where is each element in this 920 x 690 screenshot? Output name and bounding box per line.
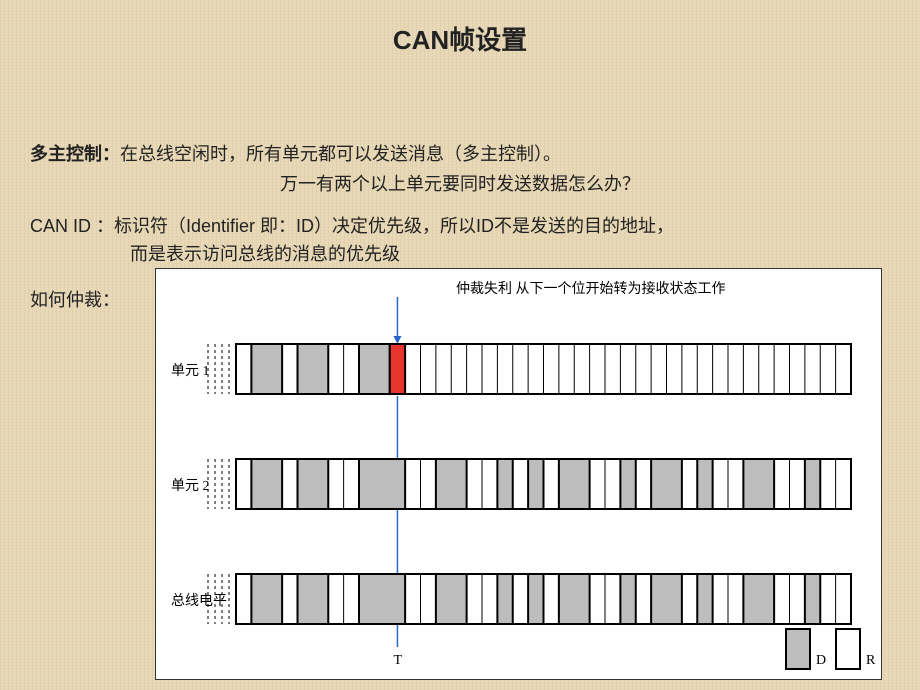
para2-line1: CAN ID ：标识符（Identifier 即：ID）决定优先级，所以ID不是… xyxy=(30,212,674,241)
bit-segment xyxy=(559,574,590,624)
bit-segment xyxy=(497,459,512,509)
bit-segment xyxy=(697,459,712,509)
bit-segment xyxy=(743,574,774,624)
legend-r-box xyxy=(836,629,860,669)
bit-segment xyxy=(298,344,329,394)
para1-label: 多主控制：在总线空闲时，所有单元都可以发送消息（多主控制）。 xyxy=(30,140,561,169)
row-label: 单元 1 xyxy=(171,363,210,379)
para2-line2: 而是表示访问总线的消息的优先级 xyxy=(130,240,400,269)
row-label: 单元 2 xyxy=(171,478,210,494)
bit-segment xyxy=(251,574,282,624)
bit-segment xyxy=(651,459,682,509)
bit-segment xyxy=(251,344,282,394)
bit-segment xyxy=(436,574,467,624)
legend-d-text: D xyxy=(816,653,826,668)
bit-segment xyxy=(251,459,282,509)
slide-title: CAN帧设置 xyxy=(0,20,920,57)
arrow-head xyxy=(393,336,401,344)
bit-segment xyxy=(743,459,774,509)
bit-segment xyxy=(497,574,512,624)
bit-segment xyxy=(298,574,329,624)
bit-segment xyxy=(436,459,467,509)
bit-segment xyxy=(359,459,405,509)
row-label: 总线电平 xyxy=(171,593,227,609)
bit-segment xyxy=(390,344,405,394)
bit-segment xyxy=(805,459,820,509)
bit-segment xyxy=(620,459,635,509)
bit-segment xyxy=(298,459,329,509)
bit-segment xyxy=(359,574,405,624)
bit-segment xyxy=(620,574,635,624)
arb-label: 如何仲裁： xyxy=(30,286,120,315)
time-label: T xyxy=(393,653,402,668)
bit-segment xyxy=(359,344,390,394)
bit-segment xyxy=(559,459,590,509)
annotation-text: 仲裁失利 从下一个位开始转为接收状态工作 xyxy=(456,280,726,297)
legend-d-box xyxy=(786,629,810,669)
bit-segment xyxy=(805,574,820,624)
bit-segment xyxy=(697,574,712,624)
bit-segment xyxy=(528,459,543,509)
bit-segment xyxy=(651,574,682,624)
legend-r-text: R xyxy=(866,653,876,668)
para1-line2: 万一有两个以上单元要同时发送数据怎么办？ xyxy=(280,170,640,199)
arbitration-diagram: 仲裁失利 从下一个位开始转为接收状态工作单元 1 单元 2 总线电平 T D R xyxy=(155,268,882,680)
bit-segment xyxy=(528,574,543,624)
